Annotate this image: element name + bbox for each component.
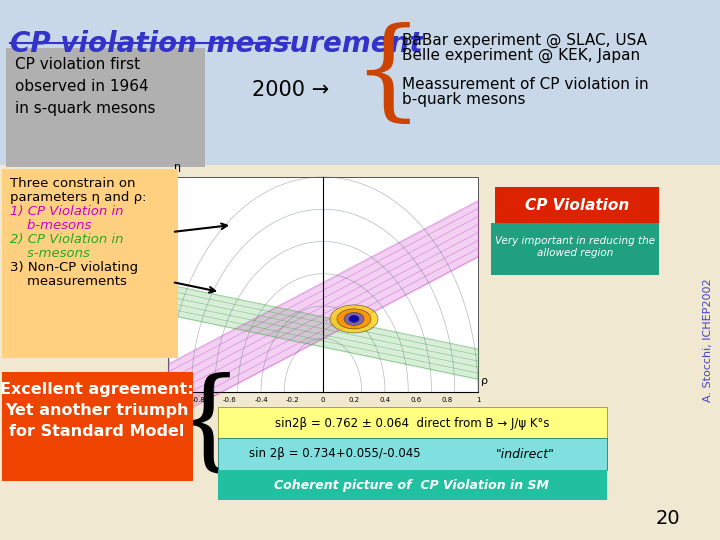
Text: Three constrain on: Three constrain on	[10, 177, 135, 190]
Text: Excellent agreement:
Yet another triumph
for Standard Model: Excellent agreement: Yet another triumph…	[0, 382, 194, 439]
Text: -0.2: -0.2	[285, 397, 299, 403]
Text: 2000 →: 2000 →	[252, 80, 329, 100]
Text: 20: 20	[656, 509, 680, 528]
Text: b-mesons: b-mesons	[10, 219, 91, 232]
Text: CP violation first
observed in 1964
in s-quark mesons: CP violation first observed in 1964 in s…	[15, 57, 156, 117]
Text: -0.8: -0.8	[192, 397, 206, 403]
Text: 0.4: 0.4	[379, 397, 390, 403]
FancyBboxPatch shape	[491, 223, 659, 275]
Text: 0.8: 0.8	[441, 397, 453, 403]
Text: parameters η and ρ:: parameters η and ρ:	[10, 191, 146, 204]
Text: CP Violation: CP Violation	[525, 199, 629, 213]
Text: 0.2: 0.2	[348, 397, 359, 403]
Text: sin 2β = 0.734+0.055/-0.045: sin 2β = 0.734+0.055/-0.045	[249, 448, 420, 461]
Text: -1: -1	[164, 397, 171, 403]
Text: 0.6: 0.6	[410, 397, 422, 403]
Text: measurements: measurements	[10, 275, 127, 288]
Text: CP violation measurement: CP violation measurement	[10, 30, 423, 58]
FancyBboxPatch shape	[168, 177, 478, 392]
Text: "indirect": "indirect"	[495, 448, 554, 461]
Text: Very important in reducing the
allowed region: Very important in reducing the allowed r…	[495, 236, 655, 258]
Text: 0.6: 0.6	[154, 260, 165, 266]
Text: b-quark mesons: b-quark mesons	[402, 92, 526, 107]
Text: BaBar experiment @ SLAC, USA: BaBar experiment @ SLAC, USA	[402, 33, 647, 48]
Text: 3) Non-CP violating: 3) Non-CP violating	[10, 261, 138, 274]
Ellipse shape	[344, 313, 364, 326]
FancyBboxPatch shape	[2, 169, 178, 358]
Text: Coherent picture of  CP Violation in SM: Coherent picture of CP Violation in SM	[274, 478, 549, 491]
Ellipse shape	[337, 309, 371, 329]
Text: {: {	[171, 372, 243, 478]
Text: {: {	[353, 22, 423, 129]
FancyBboxPatch shape	[218, 438, 607, 470]
Text: 0: 0	[320, 397, 325, 403]
Text: -0.4: -0.4	[254, 397, 268, 403]
FancyBboxPatch shape	[2, 372, 193, 481]
Text: s-mesons: s-mesons	[10, 247, 90, 260]
Ellipse shape	[349, 315, 359, 322]
Text: ρ: ρ	[481, 376, 488, 386]
Text: 1: 1	[476, 397, 480, 403]
Text: Belle experiment @ KEK, Japan: Belle experiment @ KEK, Japan	[402, 48, 640, 63]
Text: η: η	[174, 162, 181, 172]
FancyBboxPatch shape	[218, 470, 607, 500]
Text: 1) CP Violation in: 1) CP Violation in	[10, 205, 124, 218]
FancyBboxPatch shape	[6, 48, 205, 167]
Ellipse shape	[330, 305, 378, 333]
Text: 0.4: 0.4	[154, 303, 165, 309]
FancyBboxPatch shape	[218, 407, 607, 439]
Text: 2) CP Violation in: 2) CP Violation in	[10, 233, 124, 246]
FancyBboxPatch shape	[0, 165, 720, 540]
Text: 1: 1	[161, 174, 165, 180]
Text: sin2β = 0.762 ± 0.064  direct from B → J/ψ K°s: sin2β = 0.762 ± 0.064 direct from B → J/…	[275, 416, 549, 429]
Text: Meassurement of CP violation in: Meassurement of CP violation in	[402, 77, 649, 92]
Text: A. Stocchi, ICHEP2002: A. Stocchi, ICHEP2002	[703, 278, 713, 402]
FancyBboxPatch shape	[495, 187, 659, 225]
Text: 0.2: 0.2	[154, 346, 165, 352]
Text: 0.8: 0.8	[154, 217, 165, 223]
Text: -0.6: -0.6	[223, 397, 237, 403]
